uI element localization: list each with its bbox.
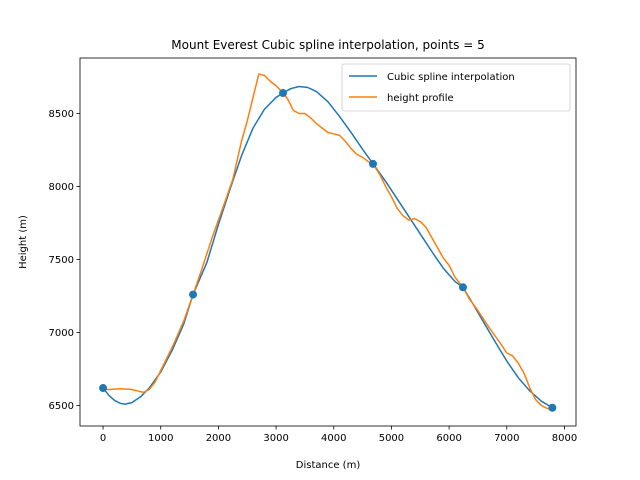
- x-axis-label: Distance (m): [296, 460, 361, 471]
- y-tick-label: 6500: [49, 401, 74, 412]
- legend-label-spline: Cubic spline interpolation: [387, 72, 515, 83]
- plot-area: [80, 58, 576, 426]
- plot-frame: [79, 57, 577, 427]
- x-axis-ticks: 0 1000 2000 3000 4000 5000 6000 7000 8000: [100, 426, 577, 444]
- x-tick-label: 1000: [148, 433, 173, 444]
- legend-label-height-profile: height profile: [387, 93, 454, 104]
- y-axis-label: Height (m): [18, 215, 29, 269]
- x-tick-label: 4000: [321, 433, 346, 444]
- y-tick-label: 7000: [49, 328, 74, 339]
- sample-point: [548, 403, 557, 412]
- sample-point: [99, 384, 108, 393]
- sample-points: [99, 89, 557, 412]
- legend-box: [341, 63, 571, 112]
- x-tick-label: 2000: [206, 433, 231, 444]
- legend: Cubic spline interpolation height profil…: [341, 63, 571, 112]
- sample-point: [279, 89, 288, 98]
- x-tick-label: 0: [100, 433, 106, 444]
- sample-point: [368, 159, 377, 168]
- y-tick-label: 8500: [49, 109, 74, 120]
- x-tick-label: 3000: [263, 433, 288, 444]
- x-tick-label: 6000: [436, 433, 461, 444]
- x-tick-label: 5000: [379, 433, 404, 444]
- height-profile-line: [103, 73, 553, 410]
- chart-title: Mount Everest Cubic spline interpolation…: [171, 38, 484, 52]
- y-tick-label: 8000: [49, 182, 74, 193]
- sample-point: [189, 290, 198, 299]
- y-axis-ticks: 6500 7000 7500 8000 8500: [49, 109, 80, 412]
- y-tick-label: 7500: [49, 255, 74, 266]
- x-tick-label: 7000: [494, 433, 519, 444]
- series-layer: [102, 73, 553, 410]
- x-tick-label: 8000: [552, 433, 577, 444]
- sample-point: [458, 283, 467, 292]
